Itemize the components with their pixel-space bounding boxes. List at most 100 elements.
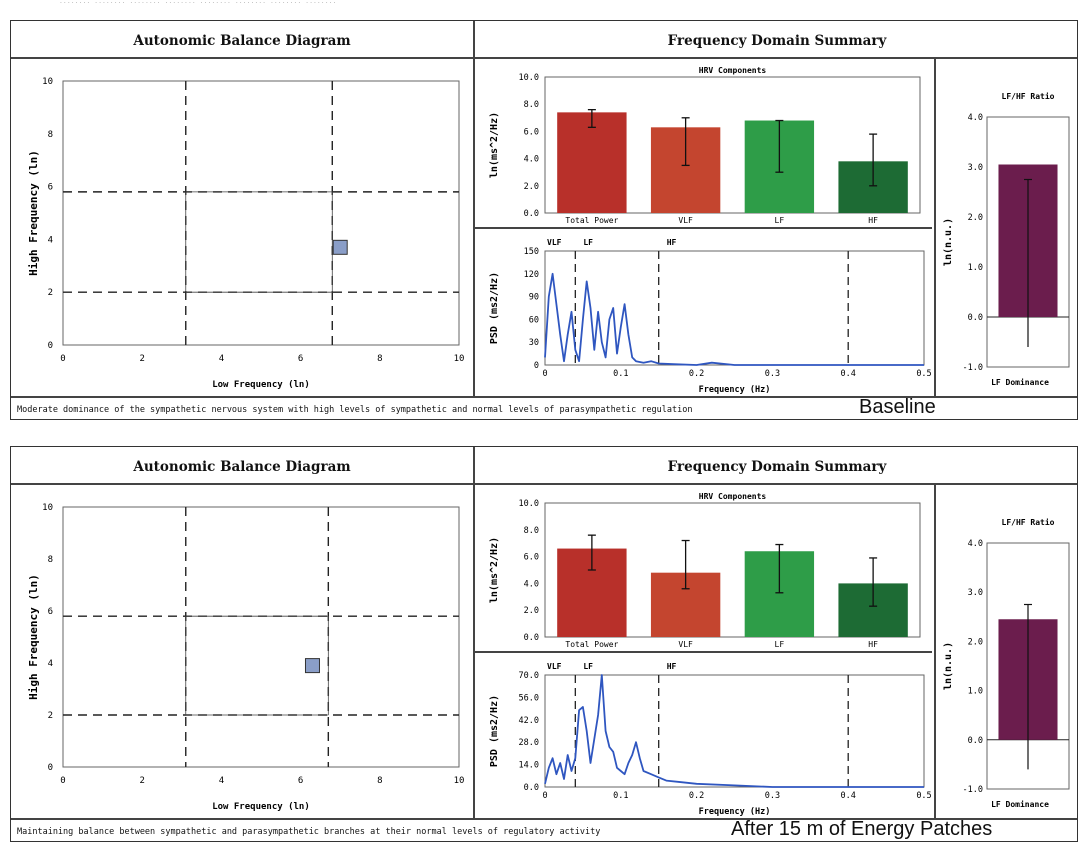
category-label: HF xyxy=(868,640,878,649)
x-tick-label: 4 xyxy=(219,354,224,364)
y-tick-label: 0.0 xyxy=(524,633,539,643)
y-tick-label: -1.0 xyxy=(963,363,983,373)
x-tick-label: 0 xyxy=(542,369,547,379)
chart-title: HRV Components xyxy=(699,492,767,501)
x-tick-label: 2 xyxy=(139,776,144,786)
y-tick-label: 2.0 xyxy=(524,182,539,192)
summary-split-rule xyxy=(473,651,932,653)
balance-point xyxy=(304,658,320,674)
plot-frame xyxy=(62,506,460,768)
y-tick-label: 2.0 xyxy=(968,213,983,223)
y-tick-label: 0 xyxy=(48,763,53,773)
plot-frame xyxy=(544,674,925,788)
y-tick-label: 10 xyxy=(42,503,53,513)
x-tick-label: 0.1 xyxy=(613,791,628,801)
y-tick-label: 6.0 xyxy=(524,553,539,563)
x-tick-label: 0.5 xyxy=(916,369,931,379)
x-tick-label: 0.3 xyxy=(765,369,780,379)
y-tick-label: 4 xyxy=(48,235,53,245)
lfhf-ratio-chart: LF/HF Ratio -1.0 0.0 1.0 2.0 3.0 4.0 ln(n.u.) LF… xyxy=(943,517,1070,809)
y-tick-label: 8 xyxy=(48,555,53,565)
x-tick-label: 0.2 xyxy=(689,791,704,801)
psd-line xyxy=(544,674,924,788)
y-tick-label: 2 xyxy=(48,711,53,721)
panel-divider xyxy=(934,483,936,819)
category-label: LF xyxy=(775,640,785,649)
psd-chart: VLF LF HF 0 30 60 90 120 150 0 0.1 0.2 0.3 0.4 0.5 Freq… xyxy=(489,238,932,395)
y-tick-label: 1.0 xyxy=(968,263,983,273)
x-axis-label: LF Dominance xyxy=(991,377,1049,387)
y-tick-label: 0.0 xyxy=(968,313,983,323)
y-tick-label: 8.0 xyxy=(524,100,539,110)
x-tick-label: 8 xyxy=(377,776,382,786)
x-tick-label: 0.5 xyxy=(916,791,931,801)
balance-diagram-title: Autonomic Balance Diagram xyxy=(133,33,351,49)
x-tick-label: 4 xyxy=(219,776,224,786)
bar xyxy=(557,112,627,213)
y-axis-label: ln(n.u.) xyxy=(943,218,954,266)
hrv-report-panel-after: Autonomic Balance Diagram Frequency Doma… xyxy=(10,446,1078,842)
x-tick-label: 0 xyxy=(60,776,65,786)
state-label-after: After 15 m of Energy Patches xyxy=(731,818,993,840)
hrv-components-chart: HRV Components 0.0 2.0 4.0 6.0 8.0 10.0 ln(ms^2… xyxy=(489,66,921,225)
y-tick-label: 28.0 xyxy=(519,738,539,748)
panel-divider xyxy=(473,447,475,819)
y-tick-label: 3.0 xyxy=(968,588,983,598)
x-tick-label: 0 xyxy=(60,354,65,364)
x-tick-label: 10 xyxy=(454,354,465,364)
y-tick-label: 2 xyxy=(48,288,53,298)
band-label: VLF xyxy=(547,238,562,247)
y-tick-label: 1.0 xyxy=(968,687,983,697)
title-underline xyxy=(11,57,1077,59)
psd-chart: VLF LF HF 0.0 14.0 28.0 42.0 56.0 70.0 0 0.1 0.2 0.3… xyxy=(489,662,932,817)
interpretation-caption: Moderate dominance of the sympathetic ne… xyxy=(17,405,693,415)
psd-line xyxy=(544,272,924,366)
y-tick-label: 60 xyxy=(529,315,539,325)
state-label-baseline: Baseline xyxy=(859,396,936,418)
panel-divider xyxy=(473,21,475,397)
interpretation-caption: Maintaining balance between sympathetic … xyxy=(17,827,601,837)
y-tick-label: 120 xyxy=(524,270,539,280)
category-label: VLF xyxy=(678,216,693,225)
frequency-summary-title: Frequency Domain Summary xyxy=(667,459,887,475)
y-tick-label: 6 xyxy=(48,607,53,617)
band-label: LF xyxy=(583,238,593,247)
plot-frame xyxy=(62,80,460,346)
caption-rule xyxy=(11,396,1077,398)
x-tick-label: 10 xyxy=(454,776,465,786)
x-tick-label: 6 xyxy=(298,776,303,786)
y-tick-label: 30 xyxy=(529,338,539,348)
band-label: VLF xyxy=(547,662,562,671)
top-edge-marks: ········ ········ ········ ········ ····… xyxy=(60,0,338,6)
y-tick-label: 70.0 xyxy=(519,671,539,681)
balance-diagram-chart: 0 2 4 6 8 10 0 2 4 6 8 10 Low Frequency (ln) High Fre… xyxy=(27,503,465,812)
y-tick-label: 150 xyxy=(524,247,539,257)
y-tick-label: 4.0 xyxy=(968,539,983,549)
x-tick-label: 6 xyxy=(298,354,303,364)
y-tick-label: 90 xyxy=(529,293,539,303)
y-tick-label: 8 xyxy=(48,130,53,140)
y-axis-label: PSD (ms2/Hz) xyxy=(489,695,500,767)
y-tick-label: -1.0 xyxy=(963,785,983,795)
y-axis-label: PSD (ms2/Hz) xyxy=(489,272,500,344)
lfhf-ratio-chart: LF/HF Ratio -1.0 0.0 1.0 2.0 3.0 4.0 ln(n.u.) LF… xyxy=(943,91,1070,387)
y-tick-label: 0 xyxy=(534,361,539,371)
category-label: HF xyxy=(868,216,878,225)
category-label: Total Power xyxy=(565,216,618,225)
x-axis-label: LF Dominance xyxy=(991,799,1049,809)
chart-title: HRV Components xyxy=(699,66,767,75)
x-tick-label: 0.1 xyxy=(613,369,628,379)
y-tick-label: 4 xyxy=(48,659,53,669)
title-underline xyxy=(11,483,1077,485)
y-tick-label: 8.0 xyxy=(524,526,539,536)
caption-rule xyxy=(11,818,1077,820)
summary-split-rule xyxy=(473,227,932,229)
y-axis-label: ln(ms^2/Hz) xyxy=(489,112,500,178)
x-tick-label: 0.3 xyxy=(765,791,780,801)
x-tick-label: 0 xyxy=(542,791,547,801)
category-label: VLF xyxy=(678,640,693,649)
chart-title: LF/HF Ratio xyxy=(1002,91,1055,101)
x-axis-label: Frequency (Hz) xyxy=(699,385,771,395)
y-tick-label: 0.0 xyxy=(524,209,539,219)
x-axis-label: Low Frequency (ln) xyxy=(212,380,310,390)
